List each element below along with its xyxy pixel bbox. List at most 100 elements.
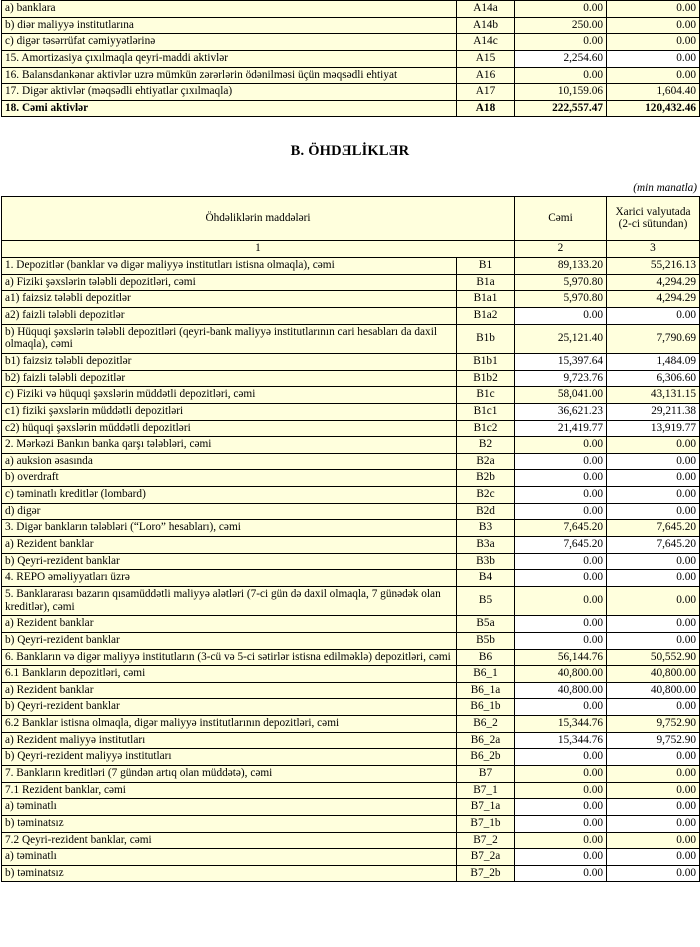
row-fx-value: 0.00 [606,66,700,85]
row-label: c) Fiziki və hüquqi şəxslərin müddətli d… [1,386,457,404]
row-code: B5b [456,631,515,650]
row-total-value: 0.00 [514,864,607,883]
row-code: B1c2 [456,419,515,438]
row-label: 15. Amortizasiya çıxılmaqla qeyri-maddi … [1,49,457,68]
row-total-value: 0.00 [514,502,607,521]
row-label: a) banklara [1,0,457,18]
units-note: (min manatla) [633,182,697,195]
colnum-total: 2 [514,240,607,259]
row-code: B3a [456,536,515,554]
row-total-value: 0.00 [514,848,607,866]
row-code: B5a [456,615,515,633]
row-code: B6 [456,648,515,667]
table-row: b) təminatsız B7_1b 0.00 0.00 [1,814,700,833]
row-total-value: 10,159.06 [514,83,607,101]
table-row: 1. Depozitlər (banklar və digər maliyyə … [1,257,700,275]
row-fx-value: 1,484.09 [606,352,700,371]
row-total-value: 0.00 [514,748,607,766]
row-label: 7.1 Rezident banklar, cəmi [1,781,457,800]
row-label: b) overdraft [1,469,457,488]
row-label: a) Rezident banklar [1,536,457,554]
row-label: 6.1 Bankların depozitləri, cəmi [1,665,457,683]
colnum-label: 1 [1,240,515,259]
table-row: 16. Balansdankənar aktivlər uzrə mümkün … [1,66,700,85]
row-fx-value: 6,306.60 [606,369,700,388]
row-label: b) Qeyri-rezident banklar [1,698,457,717]
row-code: B1c1 [456,402,515,421]
row-fx-value: 0.00 [606,569,700,587]
row-label: 4. REPO əməliyyatları üzrə [1,569,457,587]
row-fx-value: 13,919.77 [606,419,700,438]
header-fx-column: Xarici valyutada (2-ci sütundan) [606,196,700,242]
row-label: a) auksion əsasında [1,452,457,471]
row-fx-value: 4,294.29 [606,273,700,292]
row-total-value: 0.00 [514,486,607,504]
row-total-value: 0.00 [514,798,607,816]
row-code: B7_2 [456,831,515,850]
row-total-value: 5,970.80 [514,290,607,309]
row-fx-value: 4,294.29 [606,290,700,309]
row-total-value: 21,419.77 [514,419,607,438]
row-fx-value: 40,800.00 [606,681,700,700]
table-row: 6. Bankların və digər maliyyə institutla… [1,648,700,667]
row-label: b) diər maliyyə institutlarına [1,16,457,35]
table-row: b1) faizsiz tələbli depozitlər B1b1 15,397… [1,352,700,371]
table-row: d) digər B2d 0.00 0.00 [1,502,700,521]
row-fx-value: 0.00 [606,781,700,800]
table-row: 17. Digər aktivlər (məqsədli ehtiyatlar … [1,83,700,101]
row-label: 1. Depozitlər (banklar və digər maliyyə … [1,257,457,275]
table-row: 6.1 Bankların depozitləri, cəmi B6_1 40,80… [1,665,700,683]
row-label: b) Qeyri-rezident banklar [1,631,457,650]
spacer-above-section-title [0,117,700,143]
row-code: B7_2b [456,864,515,883]
table-row: b) Hüquqi şəxslərin tələbli depozitləri … [1,323,700,354]
row-code: B3b [456,552,515,571]
row-total-value: 15,344.76 [514,731,607,750]
row-code: B6_2 [456,715,515,733]
row-total-value: 36,621.23 [514,402,607,421]
table-row: 4. REPO əməliyyatları üzrə B4 0.00 0.00 [1,569,700,587]
row-label: d) digər [1,502,457,521]
row-fx-value: 0.00 [606,814,700,833]
row-total-value: 0.00 [514,33,607,51]
row-fx-value: 0.00 [606,307,700,325]
row-fx-value: 1,604.40 [606,83,700,101]
row-label: b2) faizli tələbli depozitlər [1,369,457,388]
row-label: 7. Bankların kreditləri (7 gündən artıq … [1,764,457,783]
row-code: A15 [456,49,515,68]
spacer-below-section-title [0,160,700,182]
row-code: B6_1 [456,665,515,683]
row-code: A14b [456,16,515,35]
row-code: B1 [456,257,515,275]
row-code: A17 [456,83,515,101]
table-row: a) Rezident banklar B5a 0.00 0.00 [1,615,700,633]
table-row: a) banklara A14a 0.00 0.00 [1,0,700,18]
row-label: 7.2 Qeyri-rezident banklar, cəmi [1,831,457,850]
row-code: B7_1 [456,781,515,800]
row-total-value: 0.00 [514,831,607,850]
table-row: c2) hüquqi şəxslərin müddətli depozitlər… [1,419,700,438]
header-fx-line2: (2-ci sütundan) [618,218,688,231]
liabilities-column-number-row: 1 2 3 [1,240,700,259]
row-label: b) Qeyri-rezident banklar [1,552,457,571]
row-code: B4 [456,569,515,587]
row-fx-value: 120,432.46 [606,99,700,118]
row-total-value: 0.00 [514,452,607,471]
table-row: b) overdraft B2b 0.00 0.00 [1,469,700,488]
row-fx-value: 0.00 [606,764,700,783]
row-label: 18. Cəmi aktivlər [1,99,457,118]
row-fx-value: 7,645.20 [606,519,700,538]
row-code: A16 [456,66,515,85]
row-label: a) təminatlı [1,798,457,816]
table-row: b) Qeyri-rezident maliyyə institutları B6… [1,748,700,766]
row-total-value: 2,254.60 [514,49,607,68]
table-row: 18. Cəmi aktivlər A18 222,557.47 120,432.46 [1,99,700,118]
colnum-fx: 3 [606,240,700,259]
row-code: B6_2b [456,748,515,766]
row-label: b1) faizsiz tələbli depozitlər [1,352,457,371]
row-code: B6_2a [456,731,515,750]
row-code: B6_1b [456,698,515,717]
row-total-value: 0.00 [514,781,607,800]
table-row: c) digər təsərrüfat cəmiyyətlərinə A14c 0.… [1,33,700,51]
